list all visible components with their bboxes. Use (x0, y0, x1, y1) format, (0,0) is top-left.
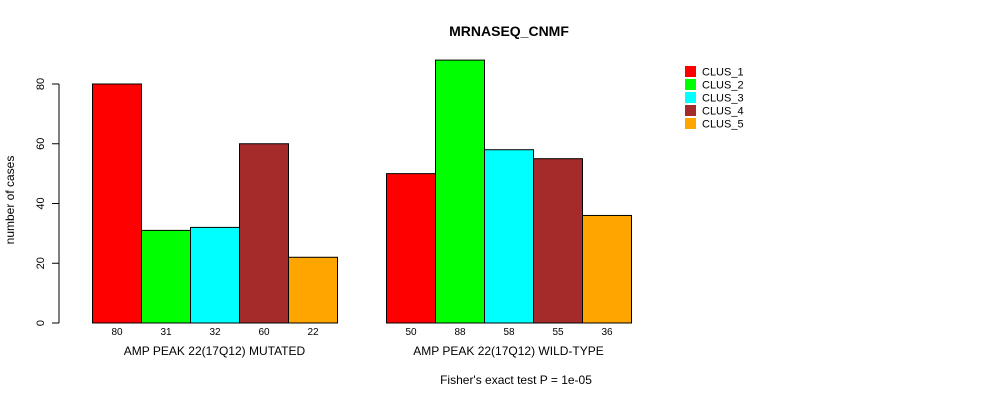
y-tick-label: 80 (35, 78, 47, 90)
fisher-test-footnote: Fisher's exact test P = 1e-05 (440, 373, 592, 387)
legend-entry-label: CLUS_5 (702, 119, 744, 131)
category-label: AMP PEAK 22(17Q12) WILD-TYPE (413, 344, 604, 358)
value-labels: 80 31 32 60 22 50 88 58 55 36 (111, 327, 613, 338)
bar-clus-5-group-2 (582, 214, 632, 324)
bar-value-label: 31 (160, 327, 172, 338)
bar-clus-2-group-1 (141, 229, 191, 324)
bar-value-label: 60 (258, 327, 270, 338)
legend-entry-label: CLUS_1 (702, 67, 744, 79)
legend-entry-label: CLUS_2 (702, 80, 744, 92)
legend-swatch (685, 118, 696, 129)
bars (92, 59, 632, 324)
bar-value-label: 80 (111, 327, 123, 338)
bar-clus-4-group-1 (239, 143, 289, 324)
chart-title: MRNASEQ_CNMF (449, 23, 569, 39)
bar-value-label: 36 (601, 327, 613, 338)
legend-swatch (685, 79, 696, 90)
bar-value-label: 50 (405, 327, 417, 338)
legend-swatch (685, 105, 696, 116)
bar-clus-2-group-2 (435, 59, 485, 324)
bar-clus-1-group-2 (386, 173, 436, 324)
bar-value-label: 55 (552, 327, 564, 338)
group-labels: AMP PEAK 22(17Q12) MUTATED AMP PEAK 22(17… (124, 344, 604, 358)
y-axis-label: number of cases (3, 156, 17, 245)
legend-entry-label: CLUS_4 (702, 106, 744, 118)
bar-value-label: 32 (209, 327, 221, 338)
y-tick-label: 0 (35, 320, 47, 326)
legend-entry-label: CLUS_3 (702, 93, 744, 105)
legend-swatch (685, 92, 696, 103)
y-tick-label: 20 (35, 257, 47, 269)
bar-clus-3-group-1 (190, 226, 240, 324)
category-label: AMP PEAK 22(17Q12) MUTATED (124, 344, 306, 358)
y-axis: 0 20 40 60 80 (35, 78, 60, 326)
bar-clus-4-group-2 (533, 158, 583, 324)
legend-swatch (685, 66, 696, 77)
bar-value-label: 22 (307, 327, 319, 338)
y-tick-label: 60 (35, 138, 47, 150)
bar-value-label: 88 (454, 327, 466, 338)
bar-clus-3-group-2 (484, 149, 534, 324)
bar-value-label: 58 (503, 327, 515, 338)
y-tick-label: 40 (35, 197, 47, 209)
bar-clus-1-group-1 (92, 83, 142, 324)
bar-clus-5-group-1 (288, 256, 338, 324)
